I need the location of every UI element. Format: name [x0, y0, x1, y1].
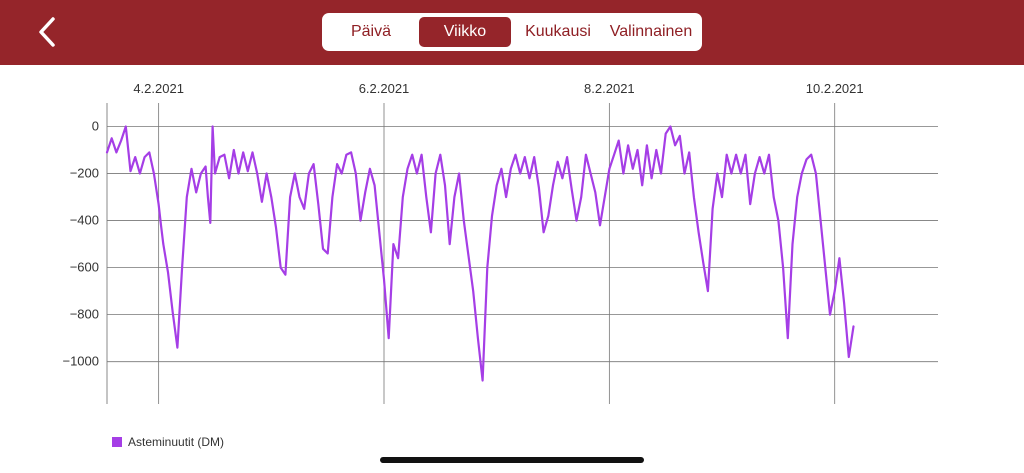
chart-legend: Asteminuutit (DM) — [112, 435, 224, 449]
chevron-left-icon — [39, 17, 55, 47]
legend-swatch — [112, 437, 122, 447]
home-indicator — [380, 457, 644, 463]
tab-week[interactable]: Viikko — [419, 17, 511, 47]
x-tick-label: 6.2.2021 — [359, 81, 410, 96]
y-tick-label: −200 — [70, 166, 99, 181]
tab-month[interactable]: Kuukausi — [525, 23, 591, 40]
back-button[interactable] — [30, 14, 66, 50]
period-segmented-control: Päivä Viikko Kuukausi Valinnainen — [322, 13, 702, 51]
y-tick-label: −800 — [70, 307, 99, 322]
x-tick-label: 8.2.2021 — [584, 81, 635, 96]
y-tick-label: −600 — [70, 260, 99, 275]
legend-label: Asteminuutit (DM) — [128, 435, 225, 449]
y-tick-label: −1000 — [62, 354, 99, 369]
series-line — [105, 125, 855, 382]
y-tick-label: −400 — [70, 213, 99, 228]
y-tick-label: 0 — [92, 119, 99, 134]
top-bar: Päivä Viikko Kuukausi Valinnainen — [0, 0, 1024, 65]
degree-minutes-chart: 0 −200 −400 −600 −800 −1000 4.2.2021 6.2.2021 8.… — [62, 81, 938, 404]
tab-day[interactable]: Päivä — [350, 23, 392, 40]
tab-custom[interactable]: Valinnainen — [609, 23, 693, 40]
x-tick-label: 10.2.2021 — [806, 81, 864, 96]
x-tick-label: 4.2.2021 — [133, 81, 184, 96]
